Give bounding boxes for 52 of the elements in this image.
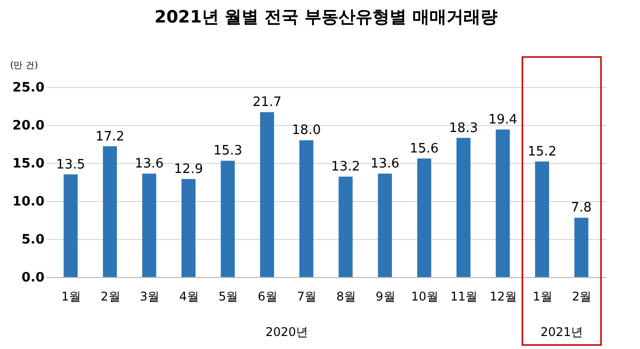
y-tick-label: 10.0 (12, 194, 44, 210)
bar (64, 174, 78, 277)
y-tick-label: 25.0 (12, 80, 44, 96)
bar (574, 218, 588, 277)
x-tick-label: 7월 (297, 290, 317, 304)
y-axis-title: (만 건) (10, 61, 38, 71)
bar (535, 161, 550, 277)
x-tick-label: 6월 (258, 290, 278, 304)
data-label: 17.2 (95, 129, 124, 144)
x-tick-label: 9월 (376, 290, 396, 304)
data-label: 18.3 (449, 120, 478, 136)
data-label: 15.2 (528, 144, 557, 160)
text: 2021년 (540, 325, 583, 339)
x-tick-label: 11월 (450, 290, 478, 304)
bar (182, 178, 196, 277)
x-tick-label: 2월 (572, 290, 592, 304)
x-tick-label: 1월 (532, 290, 552, 304)
data-label: 13.6 (370, 156, 400, 172)
x-tick-label: 5월 (218, 290, 238, 304)
bar (260, 112, 274, 277)
bar (338, 176, 353, 277)
data-label: 15.3 (213, 144, 242, 159)
x-tick-label: 4월 (179, 290, 199, 304)
x-tick-label: 8월 (336, 290, 356, 304)
bar (496, 130, 510, 277)
data-label: 13.2 (331, 160, 360, 175)
data-label: 7.8 (571, 200, 592, 216)
text: 2020년 (265, 325, 308, 339)
y-tick-label: 0.0 (21, 270, 44, 286)
data-label: 18.0 (292, 123, 321, 138)
bar (456, 138, 470, 277)
bar (220, 160, 235, 277)
data-label: 13.5 (56, 157, 86, 172)
data-label: 15.6 (410, 141, 439, 156)
bar (299, 140, 314, 277)
data-label: 19.4 (488, 112, 518, 128)
data-label: 13.6 (134, 156, 164, 172)
x-tick-label: 2월 (100, 290, 120, 304)
x-tick-label: 10월 (411, 290, 438, 304)
y-tick-label: 5.0 (21, 232, 44, 248)
y-tick-label: 15.0 (12, 156, 44, 172)
data-label: 12.9 (174, 162, 203, 177)
x-tick-label: 1월 (61, 290, 81, 304)
bar (142, 174, 156, 277)
y-tick-label: 20.0 (12, 118, 44, 134)
chart-title: 2021년 월별 전국 부동산유형별 매매거래량 (154, 7, 498, 28)
data-label: 21.7 (252, 95, 282, 110)
x-tick-label: 3월 (140, 290, 160, 304)
bar (102, 146, 117, 277)
x-tick-label: 12월 (490, 290, 517, 304)
bar (378, 174, 392, 277)
bar (417, 158, 432, 277)
